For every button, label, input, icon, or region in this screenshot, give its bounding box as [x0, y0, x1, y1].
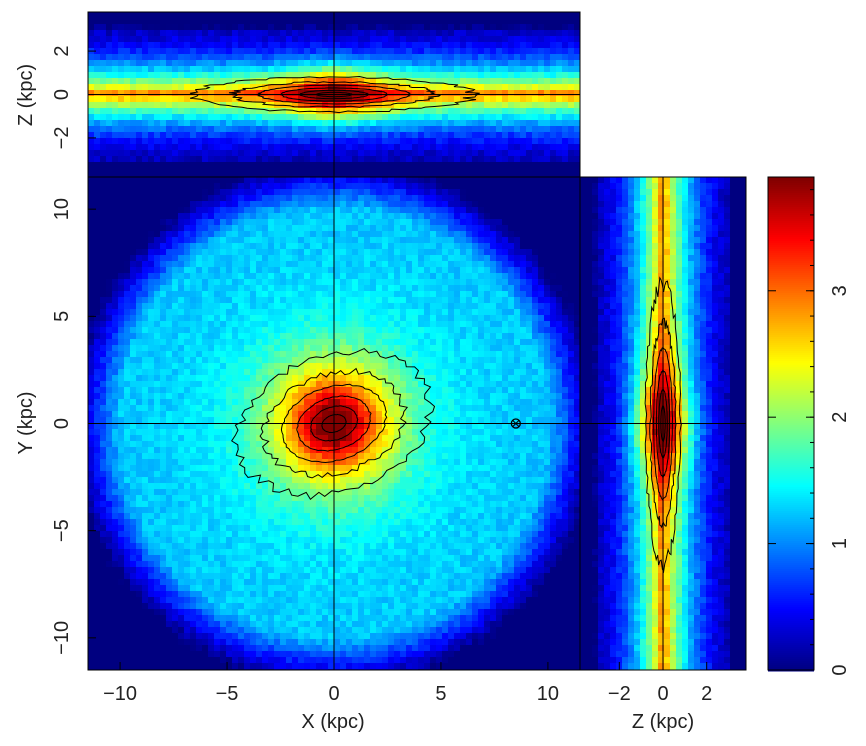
z-axis-title-top: Z (kpc) — [15, 64, 37, 126]
y-tick-label: 0 — [51, 418, 73, 429]
sun-marker-cross — [512, 420, 520, 427]
contour-level-2 — [259, 367, 409, 479]
y-tick-label: −5 — [51, 519, 73, 542]
y-tick-label: 2 — [51, 46, 73, 57]
x-tick-label: 0 — [328, 683, 339, 705]
colorbar-tick-label: 2 — [829, 412, 851, 423]
x-tick-label: −5 — [216, 683, 239, 705]
x-tick-label: 0 — [657, 683, 668, 705]
colorbar-tick-label: 0 — [829, 664, 851, 675]
contour-level-1 — [231, 348, 436, 501]
edge-on-zy-heatmap — [580, 177, 746, 670]
edge-on-xz-heatmap — [88, 12, 580, 177]
x-tick-label: 10 — [537, 683, 559, 705]
x-tick-label: −10 — [103, 683, 137, 705]
sun-marker — [510, 418, 521, 429]
contour-level-5 — [310, 405, 359, 442]
x-tick-label: 2 — [701, 683, 712, 705]
colorbar-tick-label: 3 — [829, 285, 851, 296]
face-on-heatmap — [88, 177, 580, 670]
contour-level-3 — [280, 383, 388, 464]
colorbar-tick-label: 1 — [829, 538, 851, 549]
colorbar — [768, 177, 814, 672]
x-tick-label: 5 — [435, 683, 446, 705]
y-tick-label: −2 — [51, 127, 73, 150]
x-tick-label: −2 — [608, 683, 631, 705]
y-tick-label: 5 — [51, 311, 73, 322]
y-axis-title: Y (kpc) — [15, 392, 37, 455]
y-tick-label: −10 — [51, 621, 73, 655]
face-on-contours — [231, 348, 436, 501]
y-tick-label: 10 — [51, 198, 73, 220]
z-axis-title-right: Z (kpc) — [632, 711, 694, 733]
x-axis-title: X (kpc) — [301, 711, 364, 733]
colorbar-frame — [767, 176, 815, 671]
y-tick-label: 0 — [51, 89, 73, 100]
contour-level-4 — [296, 395, 372, 452]
contour-level-6 — [321, 413, 347, 434]
